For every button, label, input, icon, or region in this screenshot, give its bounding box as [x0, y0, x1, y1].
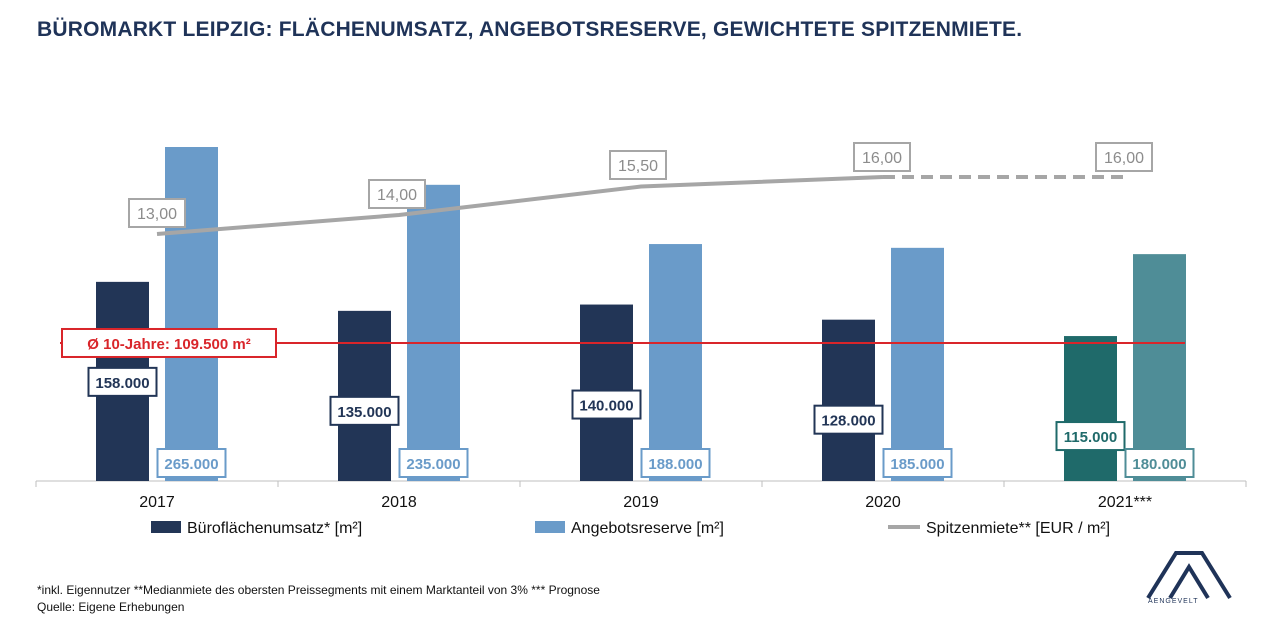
data-label-reserve: 180.000 [1132, 456, 1186, 473]
data-label-box-umsatz [329, 395, 400, 426]
data-label-box-miete [368, 179, 426, 209]
line-spitzenmiete [156, 175, 884, 236]
bar-bueroflaechenumsatz [822, 319, 875, 481]
bar-angebotsreserve [165, 147, 218, 481]
x-tick-label: 2020 [865, 494, 901, 511]
data-label-reserve: 265.000 [164, 456, 218, 473]
data-label-umsatz: 135.000 [337, 404, 391, 421]
data-label-miete: 16,00 [862, 150, 902, 167]
data-label-box-reserve [882, 448, 953, 478]
data-label-umsatz: 140.000 [579, 398, 633, 415]
bar-angebotsreserve [649, 244, 702, 481]
data-label-miete: 16,00 [1104, 150, 1144, 167]
data-label-box-reserve [156, 448, 227, 478]
data-label-box-umsatz [813, 404, 884, 435]
data-label-miete: 15,50 [618, 158, 658, 175]
bar-angebotsreserve [891, 247, 944, 481]
data-label-miete: 13,00 [137, 206, 177, 223]
data-label-reserve: 188.000 [648, 456, 702, 473]
data-label-box-miete [853, 142, 911, 172]
reference-label: Ø 10-Jahre: 109.500 m² [87, 336, 250, 353]
legend-swatch-reserve [535, 521, 565, 533]
data-label-box-umsatz [87, 366, 158, 397]
data-label-reserve: 185.000 [890, 456, 944, 473]
legend-label-umsatz: Büroflächenumsatz* [m²] [187, 520, 362, 537]
data-label-reserve: 235.000 [406, 456, 460, 473]
data-label-box-reserve [1124, 448, 1195, 478]
data-label-umsatz: 115.000 [1064, 429, 1117, 446]
bar-angebotsreserve [407, 184, 460, 481]
footnote-source: Quelle: Eigene Erhebungen [37, 600, 185, 614]
data-label-box-miete [1095, 142, 1153, 172]
bar-angebotsreserve [1133, 254, 1186, 481]
aengevelt-logo [1146, 551, 1232, 600]
bar-bueroflaechenumsatz [1064, 336, 1117, 481]
x-tick-label: 2019 [623, 494, 659, 511]
data-label-box-umsatz [1055, 421, 1126, 452]
footnote-notes: *inkl. Eigennutzer **Medianmiete des obe… [37, 583, 600, 597]
reference-label-box [61, 327, 277, 358]
data-label-box-reserve [398, 448, 469, 478]
data-label-box-miete [128, 198, 186, 228]
data-label-miete: 14,00 [377, 187, 417, 204]
chart: 2017 2018 2019 2020 2021*** Ø 10-Jahre: 109.5… [35, 142, 1247, 537]
x-tick-label: 2017 [139, 494, 175, 511]
chart-title: BÜROMARKT LEIPZIG: FLÄCHENUMSATZ, ANGEBO… [37, 18, 1023, 41]
legend-label-miete: Spitzenmiete** [EUR / m²] [926, 520, 1110, 537]
data-label-box-miete [609, 150, 667, 180]
x-tick-label: 2018 [381, 494, 417, 511]
legend-label-reserve: Angebotsreserve [m²] [571, 520, 724, 537]
data-label-umsatz: 128.000 [821, 413, 875, 430]
legend-swatch-umsatz [151, 521, 181, 533]
data-label-box-umsatz [571, 389, 642, 420]
data-label-box-reserve [640, 448, 711, 478]
data-label-umsatz: 158.000 [95, 375, 149, 392]
x-tick-label: 2021*** [1098, 494, 1152, 511]
logo-text: AENGEVELT [1148, 598, 1199, 605]
